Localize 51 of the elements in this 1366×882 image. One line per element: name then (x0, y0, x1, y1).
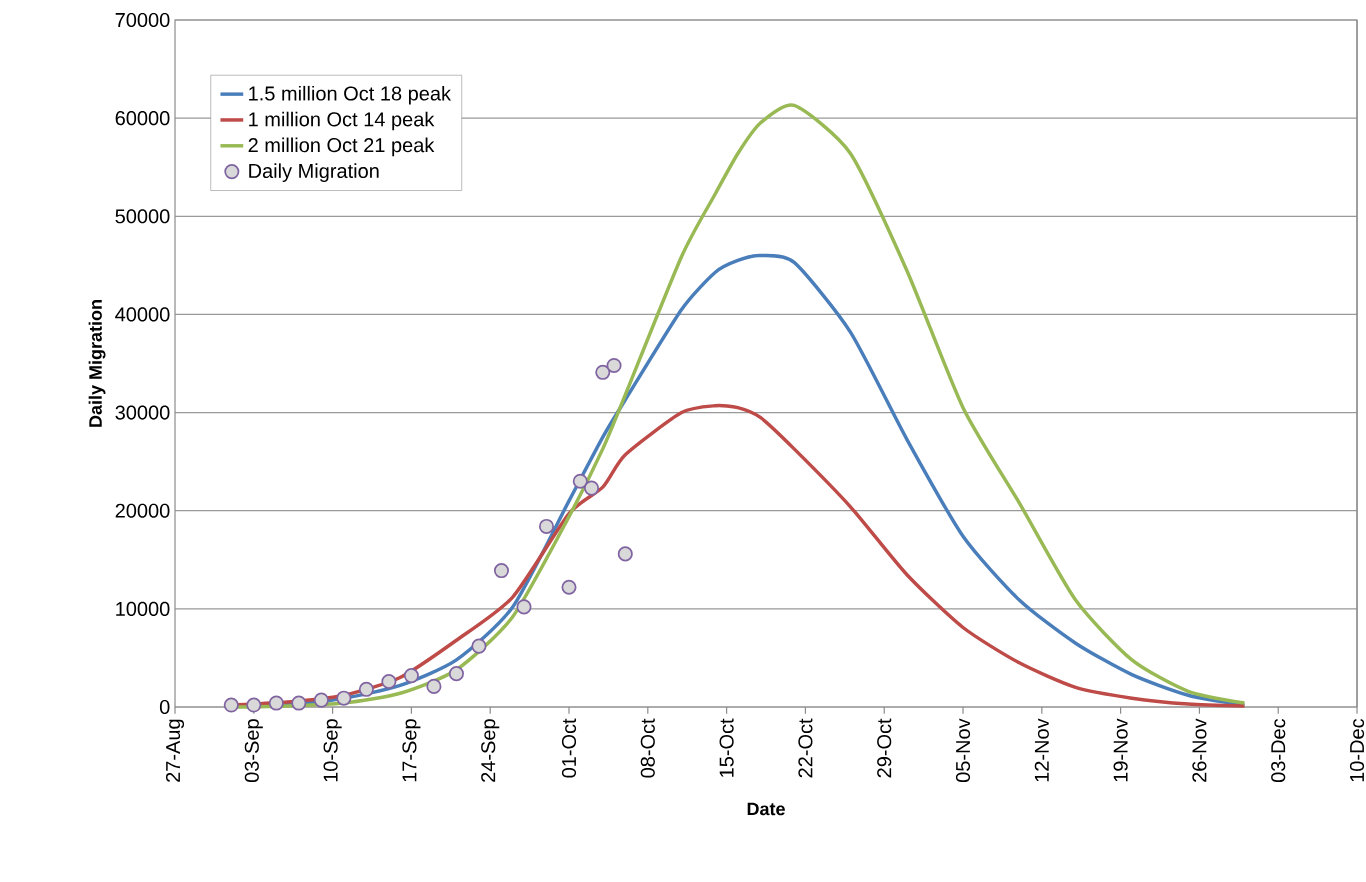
y-tick-label: 50000 (115, 209, 170, 224)
x-tick-label: 03-Dec (1271, 718, 1286, 783)
x-tick-label: 26-Nov (1192, 718, 1207, 782)
point (223, 697, 239, 713)
point (538, 518, 555, 534)
x-tick-label: 29-Oct (877, 718, 892, 778)
x-tick-label: 05-Nov (955, 718, 971, 783)
y-tick-label: 30000 (115, 405, 170, 420)
point (403, 668, 419, 684)
x-axis-title: Date (747, 802, 785, 816)
y-tick-label: 20000 (115, 503, 170, 518)
point (606, 357, 622, 373)
y-axis-title: Daily Migration (88, 300, 106, 427)
x-tick-label: 27-Aug (165, 719, 185, 782)
point (493, 563, 509, 579)
point (471, 638, 487, 654)
x-tick-label: 19-Nov (1113, 718, 1128, 782)
legend-label: 1 million Oct 14 peak (249, 111, 435, 131)
legend-label: 1.5 million Oct 18 peak (249, 85, 452, 105)
point (358, 681, 374, 697)
x-tick-label: 01-Oct (561, 718, 577, 778)
y-tick-label: 40000 (115, 307, 170, 322)
y-tick-label: 0 (159, 699, 170, 715)
y-tick-label: 60000 (115, 111, 170, 126)
legend-label: 2 million Oct 21 peak (248, 137, 435, 157)
point (291, 695, 307, 711)
point (336, 690, 352, 706)
x-tick-label: 22-Oct (798, 718, 813, 778)
point (595, 364, 611, 380)
point (313, 692, 329, 708)
point (381, 673, 397, 690)
x-tick-label: 03-Sep (244, 719, 263, 783)
point (448, 666, 464, 682)
point (617, 546, 633, 562)
x-tick-label: 08-Oct (640, 718, 655, 778)
x-tick-label: 12-Nov (1034, 718, 1049, 782)
legend-label: Daily Migration (249, 163, 379, 182)
point (583, 480, 600, 496)
point (426, 678, 442, 694)
point (561, 579, 577, 595)
x-tick-label: 10-Dec (1349, 718, 1365, 782)
x-tick-label: 24-Sep (481, 719, 500, 782)
y-tick-label: 10000 (116, 601, 170, 616)
point (268, 695, 284, 711)
x-tick-label: 15-Oct (719, 718, 734, 777)
point (246, 697, 262, 713)
x-tick-label: 10-Sep (323, 719, 342, 782)
x-tick-label: 17-Sep (402, 719, 421, 782)
point (572, 473, 588, 489)
y-tick-label: 70000 (115, 12, 170, 28)
point (516, 599, 532, 615)
